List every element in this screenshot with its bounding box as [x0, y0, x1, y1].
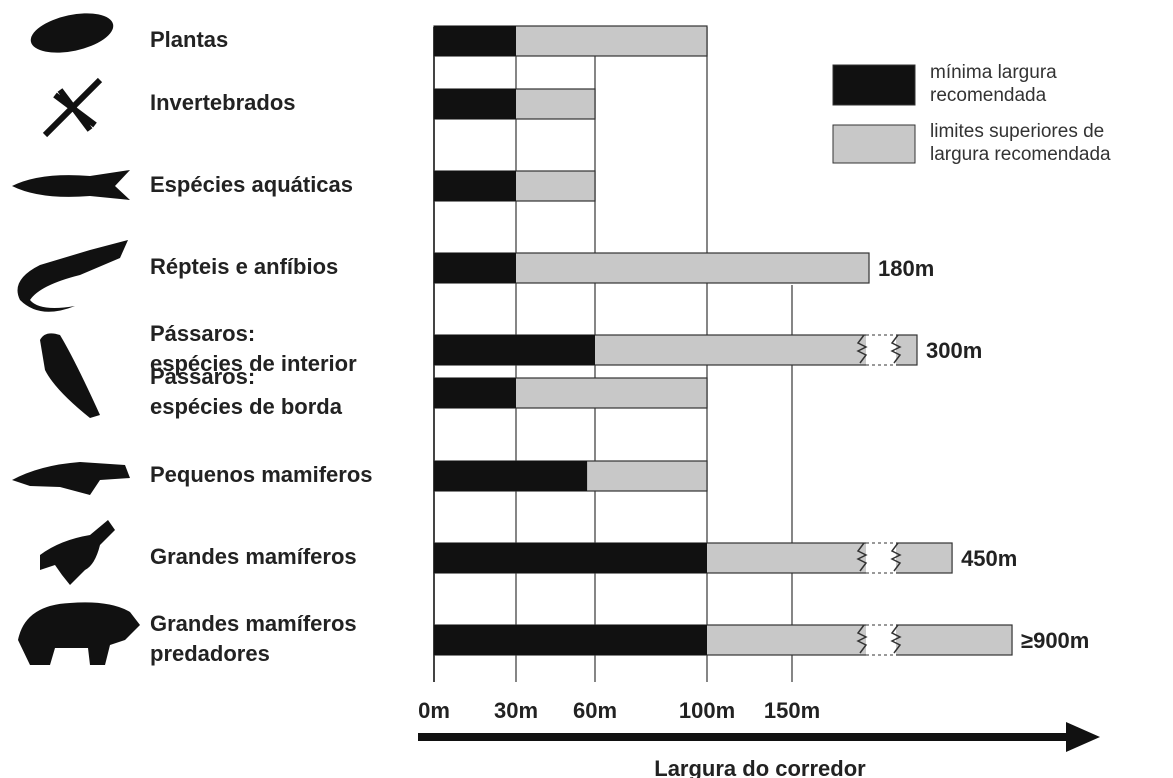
category-label: Invertebrados	[150, 90, 296, 115]
minimum-bar	[434, 89, 516, 119]
legend-swatch	[833, 125, 915, 163]
category-line: espécies de borda	[150, 394, 343, 419]
category-line: Pássaros:	[150, 364, 255, 389]
minimum-bar	[434, 378, 516, 408]
category-line: Pássaros:	[150, 321, 255, 346]
x-tick-label: 150m	[764, 698, 820, 723]
x-tick-label: 0m	[418, 698, 450, 723]
value-label: 300m	[926, 338, 982, 363]
category-line: predadores	[150, 641, 270, 666]
value-label: ≥900m	[1021, 628, 1089, 653]
category-label: Espécies aquáticas	[150, 172, 353, 197]
minimum-bar	[434, 461, 587, 491]
axis-arrowhead	[1066, 722, 1100, 752]
category-line: Grandes mamíferos	[150, 611, 357, 636]
minimum-bar	[434, 171, 516, 201]
minimum-bar	[434, 26, 516, 56]
break-gap	[866, 624, 896, 656]
break-gap	[866, 542, 896, 574]
value-label: 450m	[961, 546, 1017, 571]
category-line: Invertebrados	[150, 90, 296, 115]
x-axis-title: Largura do corredor	[654, 756, 866, 778]
category-line: Plantas	[150, 27, 228, 52]
x-tick-label: 60m	[573, 698, 617, 723]
category-label: Grandes mamíferos predadores	[150, 611, 357, 666]
category-label: Pequenos mamiferos	[150, 462, 373, 487]
x-tick-label: 30m	[494, 698, 538, 723]
legend-label: limites superiores de largura recomendad…	[930, 120, 1165, 166]
category-label: Répteis e anfíbios	[150, 254, 338, 279]
legend-swatch	[833, 65, 915, 105]
x-tick-label: 100m	[679, 698, 735, 723]
category-label: Grandes mamíferos	[150, 544, 357, 569]
category-line: Pequenos mamiferos	[150, 462, 373, 487]
minimum-bar	[434, 253, 516, 283]
category-line: Espécies aquáticas	[150, 172, 353, 197]
minimum-bar	[434, 625, 707, 655]
category-label: Plantas	[150, 27, 228, 52]
category-line: Grandes mamíferos	[150, 544, 357, 569]
minimum-bar	[434, 335, 595, 365]
page: Largura do corredor 0m 30m 60m 100m 150m Plan…	[0, 0, 1173, 778]
legend-label: mínima largura recomendada	[930, 61, 1100, 107]
minimum-bar	[434, 543, 707, 573]
break-gap	[866, 334, 896, 366]
chart: Largura do corredor 0m 30m 60m 100m 150m Plan…	[0, 0, 1173, 778]
value-label: 180m	[878, 256, 934, 281]
icons	[12, 7, 140, 665]
category-line: Répteis e anfíbios	[150, 254, 338, 279]
